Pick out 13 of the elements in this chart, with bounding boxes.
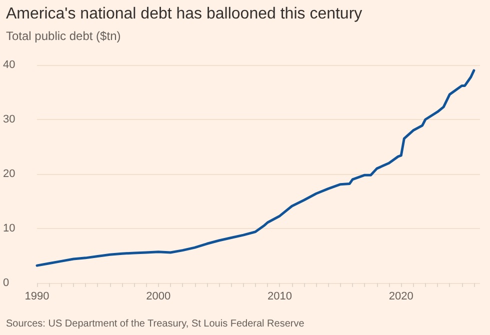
x-tick-label: 2020 [388,290,414,302]
chart-title: America's national debt has ballooned this century [6,6,362,22]
y-tick-label: 30 [3,114,16,126]
x-tick-label: 2000 [146,290,171,302]
x-tick-label: 2010 [267,290,292,302]
y-tick-label: 0 [3,277,10,289]
x-tick-label: 1990 [24,290,50,302]
chart-subtitle: Total public debt ($tn) [6,29,121,43]
source-note: Sources: US Department of the Treasury, St Louis Federal Reserve [6,318,305,330]
y-tick-label: 10 [3,222,16,234]
y-tick-label: 20 [3,168,16,180]
line-series [36,69,476,267]
y-tick-label: 40 [3,59,16,71]
